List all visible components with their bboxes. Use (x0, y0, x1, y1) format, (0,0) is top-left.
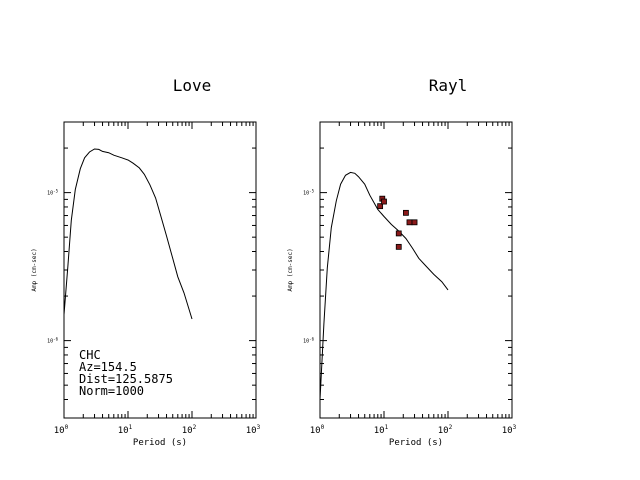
station-annotation: Dist=125.5875 (79, 372, 173, 386)
x-axis-label: Period (s) (389, 438, 443, 448)
y-axis-label: Amp (cm-sec) (31, 248, 38, 291)
x-tick-label: 102 (182, 424, 197, 436)
x-tick-label: 103 (502, 424, 517, 436)
x-tick-label: 103 (246, 424, 261, 436)
x-tick-label: 100 (54, 424, 69, 436)
data-point (377, 203, 384, 210)
x-tick-label: 100 (310, 424, 325, 436)
x-axis-label: Period (s) (133, 438, 187, 448)
series-line (319, 171, 449, 400)
data-point (395, 243, 402, 250)
y-tick-label: 10-5 (303, 189, 314, 197)
x-tick-label: 101 (374, 424, 389, 436)
data-point (395, 230, 402, 237)
y-axis-label: Amp (cm-sec) (287, 248, 294, 291)
station-annotation: Norm=1000 (79, 384, 144, 398)
panel-title: Love (173, 76, 212, 95)
x-tick-label: 101 (118, 424, 133, 436)
data-point (411, 219, 418, 226)
station-annotation: CHC (79, 348, 101, 362)
x-tick-label: 102 (438, 424, 453, 436)
data-point (381, 198, 387, 205)
plot-frame (319, 121, 513, 419)
y-tick-label: 10-6 (303, 337, 314, 345)
station-annotation: Az=154.5 (79, 360, 137, 374)
data-point (403, 209, 409, 216)
y-tick-label: 10-5 (47, 189, 58, 197)
panel-title: Rayl (429, 76, 468, 95)
data-point (406, 219, 413, 226)
series-line (63, 148, 193, 320)
y-tick-label: 10-6 (47, 337, 58, 345)
